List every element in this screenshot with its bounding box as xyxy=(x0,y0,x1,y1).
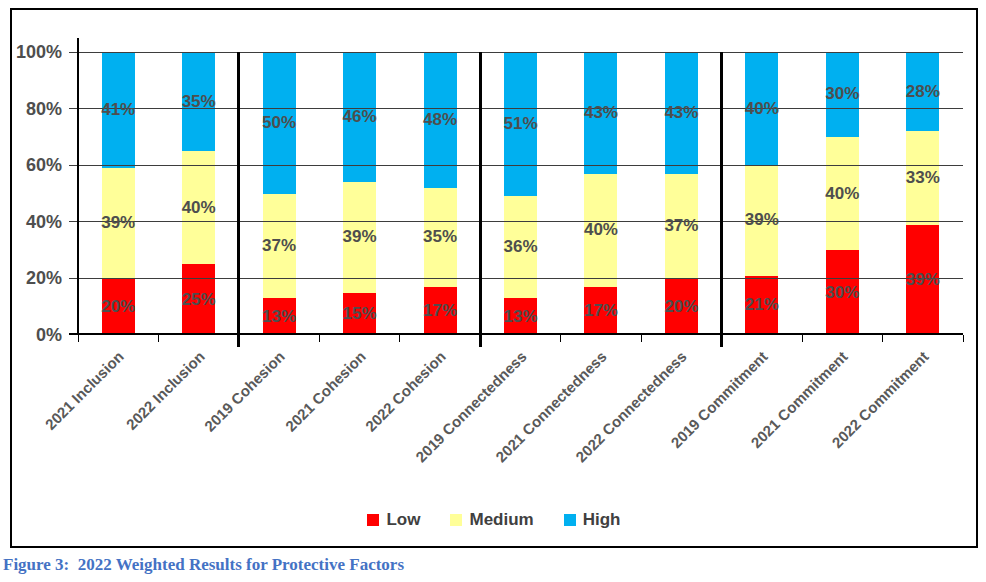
x-tick xyxy=(641,335,642,342)
segment-label: 35% xyxy=(406,225,474,249)
group-separator xyxy=(720,52,723,347)
group-separator xyxy=(479,52,482,347)
y-tick-label: 0% xyxy=(4,323,62,347)
x-axis-line xyxy=(69,333,963,335)
gridline xyxy=(69,165,963,166)
segment-label: 40% xyxy=(165,196,233,220)
segment-label: 13% xyxy=(245,305,313,329)
segment-label: 39% xyxy=(326,225,394,249)
segment-label: 21% xyxy=(728,293,796,317)
group-separator xyxy=(237,52,240,347)
y-tick-label: 40% xyxy=(4,210,62,234)
x-tick xyxy=(802,335,803,342)
segment-label: 40% xyxy=(728,97,796,121)
segment-label: 41% xyxy=(84,98,152,122)
segment-label: 20% xyxy=(647,295,715,319)
segment-label: 39% xyxy=(889,268,957,292)
segment-label: 30% xyxy=(808,82,876,106)
x-category-label: 2022 Commitment xyxy=(742,347,932,537)
segment-label: 15% xyxy=(326,302,394,326)
segment-label: 43% xyxy=(647,101,715,125)
segment-label: 37% xyxy=(245,234,313,258)
segment-label: 51% xyxy=(487,112,555,136)
segment-label: 39% xyxy=(728,208,796,232)
figure-caption: Figure 3: 2022 Weighted Results for Prot… xyxy=(3,555,404,575)
y-axis-line xyxy=(77,38,79,335)
x-tick xyxy=(963,335,964,342)
legend-label: Low xyxy=(386,510,420,530)
segment-label: 40% xyxy=(567,218,635,242)
y-tick-label: 100% xyxy=(4,40,62,64)
x-tick xyxy=(78,335,79,342)
segment-label: 30% xyxy=(808,281,876,305)
segment-label: 13% xyxy=(487,305,555,329)
segment-label: 28% xyxy=(889,80,957,104)
segment-label: 20% xyxy=(84,295,152,319)
segment-label: 40% xyxy=(808,182,876,206)
x-tick xyxy=(882,335,883,342)
x-tick xyxy=(319,335,320,342)
y-tick-label: 60% xyxy=(4,153,62,177)
y-tick-label: 20% xyxy=(4,266,62,290)
segment-label: 25% xyxy=(165,288,233,312)
segment-label: 33% xyxy=(889,166,957,190)
x-tick xyxy=(399,335,400,342)
chart-frame: 0%20%40%60%80%100%20%39%41%2021 Inclusio… xyxy=(10,8,978,548)
legend: LowMediumHigh xyxy=(12,510,976,530)
gridline xyxy=(69,52,963,53)
segment-label: 48% xyxy=(406,108,474,132)
segment-label: 17% xyxy=(406,299,474,323)
segment-label: 39% xyxy=(84,211,152,235)
legend-swatch-icon xyxy=(564,514,576,526)
segment-label: 43% xyxy=(567,101,635,125)
segment-label: 50% xyxy=(245,111,313,135)
x-tick xyxy=(560,335,561,342)
x-tick xyxy=(158,335,159,342)
segment-label: 46% xyxy=(326,105,394,129)
segment-label: 17% xyxy=(567,299,635,323)
plot-area: 0%20%40%60%80%100%20%39%41%2021 Inclusio… xyxy=(78,52,963,335)
gridline xyxy=(69,278,963,279)
segment-label: 36% xyxy=(487,235,555,259)
y-tick-label: 80% xyxy=(4,97,62,121)
segment-label: 35% xyxy=(165,90,233,114)
segment-label: 37% xyxy=(647,214,715,238)
gridline xyxy=(69,221,963,222)
